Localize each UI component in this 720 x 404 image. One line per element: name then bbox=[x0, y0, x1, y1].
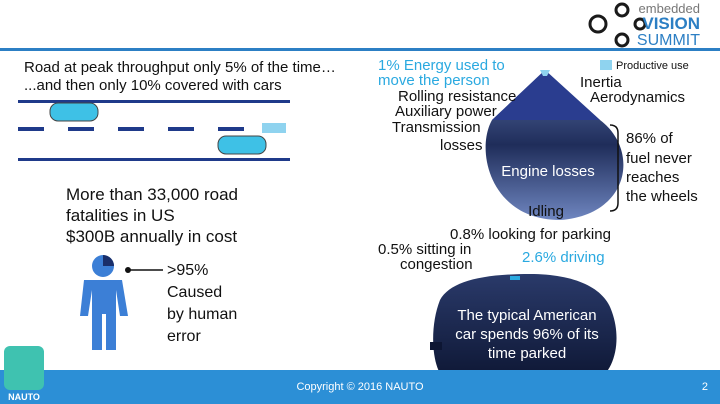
footer-bar bbox=[0, 370, 720, 404]
car-shape bbox=[433, 274, 617, 382]
page-number: 2 bbox=[702, 381, 708, 393]
fatality-text: More than 33,000 road bbox=[66, 185, 238, 204]
loss-label: Auxiliary power bbox=[395, 103, 497, 120]
human-error-text: by human bbox=[167, 306, 237, 323]
energy-top bbox=[492, 70, 600, 120]
loss-label: Inertia bbox=[580, 74, 622, 91]
note-text: fuel never bbox=[626, 150, 692, 167]
note-text: reaches bbox=[626, 169, 679, 186]
loss-label: Rolling resistance bbox=[398, 88, 516, 105]
person-icon bbox=[80, 255, 128, 350]
productive-text: move the person bbox=[378, 72, 490, 89]
legend-text: Productive use bbox=[616, 60, 689, 72]
engine-label: Engine losses bbox=[501, 163, 594, 180]
fatality-text: fatalities in US bbox=[66, 206, 175, 225]
car-text: The typical American bbox=[457, 307, 596, 324]
pointer-dot bbox=[125, 267, 131, 273]
loss-label: losses bbox=[440, 137, 483, 154]
note-text: 86% of bbox=[626, 130, 674, 147]
productive-tip bbox=[540, 70, 550, 76]
road-text: Road at peak throughput only 5% of the t… bbox=[24, 59, 336, 76]
human-error-text: >95% bbox=[167, 262, 208, 279]
header-rule bbox=[0, 48, 720, 51]
car-text: car spends 96% of its bbox=[455, 326, 598, 343]
brand-text: NAUTO bbox=[8, 392, 40, 402]
idling-label: Idling bbox=[528, 203, 564, 220]
mirror bbox=[430, 342, 442, 350]
logo-text: embedded bbox=[639, 1, 700, 16]
driving-slice bbox=[510, 276, 520, 280]
logo-text: VISION bbox=[642, 14, 700, 33]
loss-label: Transmission bbox=[392, 119, 481, 136]
parking-text: congestion bbox=[400, 256, 473, 273]
human-error-text: error bbox=[167, 328, 201, 345]
brand-logo bbox=[4, 346, 44, 390]
productive-text: 1% Energy used to bbox=[378, 57, 505, 74]
fatality-text: $300B annually in cost bbox=[66, 227, 237, 246]
parking-text: 0.8% looking for parking bbox=[450, 226, 611, 243]
logo-text: SUMMIT bbox=[637, 32, 700, 49]
road bbox=[18, 100, 290, 161]
loss-label: Aerodynamics bbox=[590, 89, 685, 106]
logo-icon bbox=[588, 2, 647, 48]
parking-text: 0.5% sitting in bbox=[378, 241, 471, 258]
note-text: the wheels bbox=[626, 188, 698, 205]
car-text: time parked bbox=[488, 345, 566, 362]
road-text: ...and then only 10% covered with cars bbox=[24, 77, 282, 94]
copyright: Copyright © 2016 NAUTO bbox=[296, 381, 424, 393]
human-error-text: Caused bbox=[167, 284, 222, 301]
driving-text: 2.6% driving bbox=[522, 249, 605, 266]
legend-swatch bbox=[600, 60, 612, 70]
bracket bbox=[609, 124, 619, 212]
